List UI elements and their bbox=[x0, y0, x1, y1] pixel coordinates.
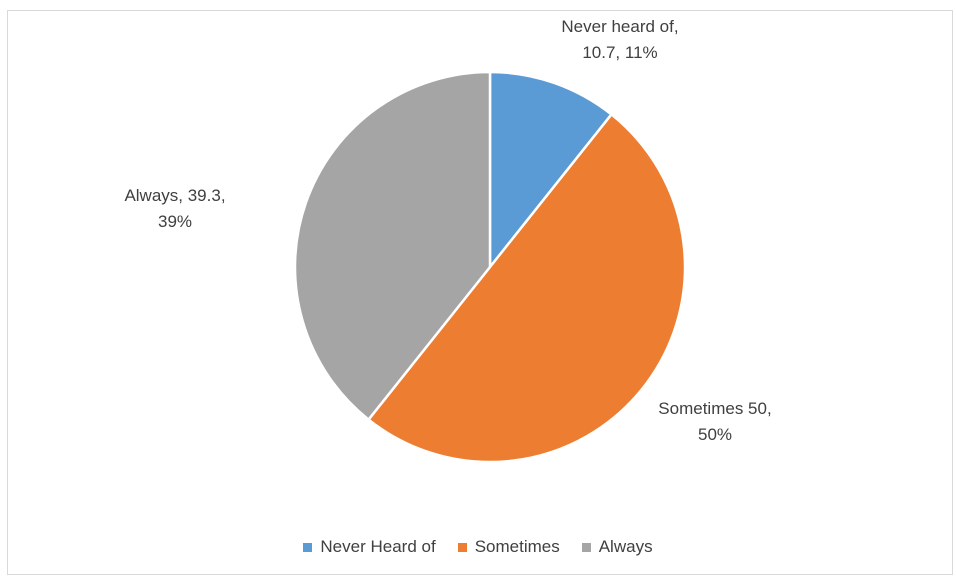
legend-swatch-sometimes bbox=[457, 542, 467, 552]
data-label-always-line2: 39% bbox=[157, 212, 193, 231]
legend: Never Heard of Sometimes Always bbox=[0, 537, 956, 557]
data-label-always: Always, 39.3, 39% bbox=[95, 183, 255, 235]
data-label-never-heard-of-line1: Never heard of, bbox=[561, 17, 679, 36]
data-label-never-heard-of-line2: 10.7, 11% bbox=[582, 43, 658, 62]
legend-item-sometimes: Sometimes bbox=[457, 537, 560, 557]
data-label-sometimes: Sometimes 50, 50% bbox=[640, 396, 790, 448]
pie-slice-never-heard-of bbox=[488, 70, 613, 269]
pie-slice-always bbox=[293, 70, 492, 421]
legend-swatch-always bbox=[581, 542, 591, 552]
data-label-never-heard-of: Never heard of, 10.7, 11% bbox=[525, 14, 715, 66]
legend-item-never-heard-of: Never Heard of bbox=[303, 537, 436, 557]
legend-swatch-never-heard-of bbox=[303, 542, 313, 552]
legend-label-sometimes: Sometimes bbox=[474, 537, 560, 556]
pie-slices bbox=[293, 70, 687, 464]
legend-label-never-heard-of: Never Heard of bbox=[320, 537, 436, 556]
data-label-sometimes-line2: 50% bbox=[697, 425, 733, 444]
data-label-sometimes-line1: Sometimes 50, bbox=[658, 399, 772, 418]
legend-label-always: Always bbox=[598, 537, 653, 556]
data-label-always-line1: Always, 39.3, bbox=[124, 186, 226, 205]
pie-slice-sometimes bbox=[367, 113, 687, 464]
legend-item-always: Always bbox=[581, 537, 653, 557]
